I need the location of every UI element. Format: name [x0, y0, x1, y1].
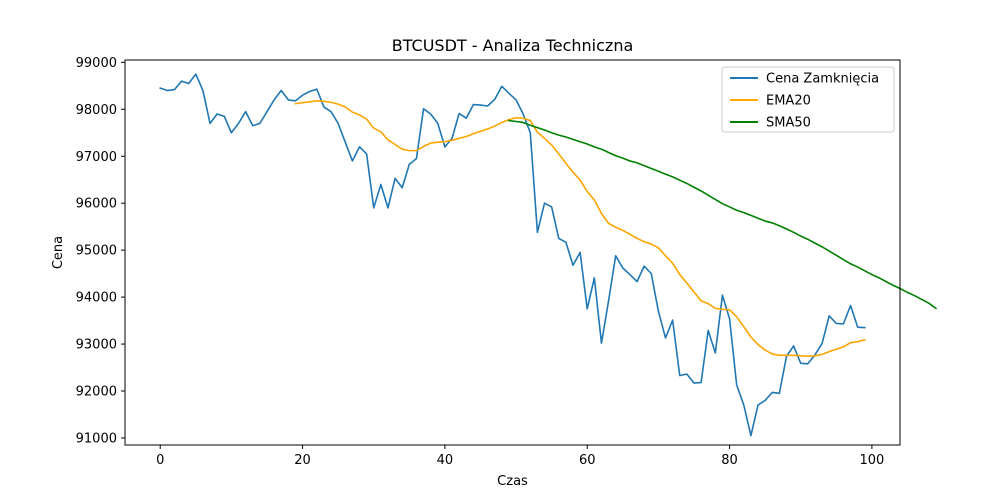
plot-lines — [159, 73, 938, 437]
y-tick-label: 92000 — [76, 385, 117, 400]
y-tick-label: 96000 — [76, 197, 117, 212]
y-tick-label: 99000 — [76, 56, 117, 71]
legend-label-sma50: SMA50 — [766, 116, 811, 131]
y-tick-label: 95000 — [76, 244, 117, 259]
y-axis: 91000 92000 93000 94000 95000 96000 97000 98000… — [76, 56, 125, 446]
x-axis-label: Czas — [497, 474, 528, 489]
legend-label-close: Cena Zamknięcia — [766, 72, 879, 87]
legend-box — [721, 66, 895, 133]
plot-area-frame — [124, 59, 901, 446]
series-line-0 — [159, 73, 866, 437]
y-tick-label: 93000 — [76, 338, 117, 353]
x-tick-label: 0 — [156, 453, 164, 468]
x-tick-label: 60 — [579, 453, 596, 468]
y-tick-label: 94000 — [76, 291, 117, 306]
x-tick-label: 80 — [721, 453, 738, 468]
y-axis-label: Cena — [51, 236, 66, 269]
y-tick-label: 91000 — [76, 431, 117, 446]
legend-label-ema20: EMA20 — [766, 94, 811, 109]
x-tick-label: 20 — [294, 453, 311, 468]
x-tick-label: 100 — [859, 453, 884, 468]
x-axis: 0 20 40 60 80 100 — [156, 445, 884, 468]
x-tick-label: 40 — [437, 453, 454, 468]
series-line-1 — [294, 100, 866, 358]
y-tick-label: 98000 — [76, 103, 117, 118]
y-tick-label: 97000 — [76, 150, 117, 165]
legend: Cena Zamknięcia EMA20 SMA50 — [721, 66, 895, 133]
chart-title: BTCUSDT - Analiza Techniczna — [392, 36, 634, 55]
series-line-2 — [508, 119, 938, 310]
